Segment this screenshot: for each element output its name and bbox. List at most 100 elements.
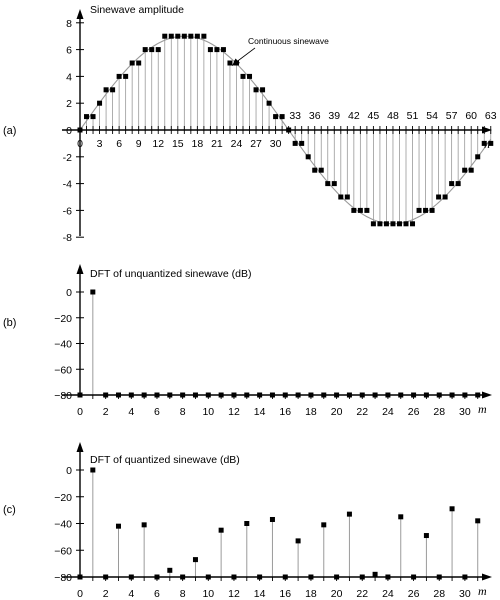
spectrum-point: [282, 574, 288, 580]
sample-point: [383, 221, 389, 227]
spectrum-point: [295, 392, 301, 398]
spectrum-point: [423, 533, 429, 539]
sample-point: [123, 73, 129, 79]
panel-label: (c): [3, 504, 16, 516]
x-tick-label: 10: [202, 406, 214, 418]
x-tick-label: 12: [228, 588, 240, 600]
spectrum-point: [385, 574, 391, 580]
sample-point: [214, 47, 220, 53]
sample-point: [247, 73, 253, 79]
y-tick-label: 8: [66, 18, 72, 30]
sample-point: [194, 33, 200, 39]
spectrum-point: [372, 571, 378, 577]
sample-point: [481, 140, 487, 146]
sample-point: [455, 181, 461, 187]
spectrum-point: [334, 392, 340, 398]
x-tick-label: 57: [446, 110, 458, 122]
spectrum-point: [154, 574, 160, 580]
x-tick-label: 28: [433, 406, 445, 418]
x-tick-label: 45: [368, 110, 380, 122]
x-tick-label: 24: [231, 138, 243, 150]
x-tick-label: 10: [202, 588, 214, 600]
sample-point: [475, 154, 481, 160]
spectrum-point: [115, 392, 121, 398]
sample-point: [344, 194, 350, 200]
spectrum-point: [295, 538, 301, 544]
spectrum-point: [128, 574, 134, 580]
x-tick-label: 51: [407, 110, 419, 122]
sample-point: [188, 33, 194, 39]
spectrum-point: [167, 392, 173, 398]
y-tick-label: -8: [63, 232, 72, 244]
sample-point: [410, 221, 416, 227]
spectrum-point: [180, 574, 186, 580]
spectrum-point: [244, 521, 250, 526]
sample-point: [423, 207, 429, 213]
spectrum-point: [269, 516, 275, 522]
spectrum-point: [346, 511, 352, 517]
x-tick-label: 15: [172, 138, 184, 150]
spectrum-point: [346, 392, 352, 398]
x-tick-label: 0: [77, 138, 83, 150]
x-tick-label: 22: [356, 406, 368, 418]
sample-point: [377, 221, 383, 227]
x-tick-label: 16: [279, 406, 291, 418]
spectrum-point: [436, 392, 442, 398]
spectrum-point: [359, 392, 365, 398]
y-tick-label: −60: [54, 364, 72, 376]
sample-point: [273, 114, 279, 120]
sample-point: [240, 73, 246, 79]
x-tick-label: 8: [180, 406, 186, 418]
y-tick-label: −80: [54, 390, 72, 402]
chart-title: DFT of quantized sinewave (dB): [90, 454, 240, 466]
sample-point: [84, 114, 90, 120]
spectrum-point: [359, 574, 365, 580]
x-tick-label: 48: [387, 110, 399, 122]
x-axis-title: m: [478, 584, 487, 598]
x-tick-label: 30: [270, 138, 282, 150]
x-tick-label: 54: [426, 110, 438, 122]
sample-point: [168, 33, 174, 39]
spectrum-point: [231, 392, 237, 398]
sample-point: [468, 167, 474, 173]
y-tick-label: 0: [66, 465, 72, 477]
spectrum-point: [244, 392, 250, 398]
spectrum-point: [308, 392, 314, 398]
spectrum-point: [103, 574, 109, 580]
panel-label: (b): [3, 317, 16, 329]
spectrum-point: [141, 392, 147, 398]
y-tick-label: −60: [54, 545, 72, 557]
sample-point: [318, 167, 324, 173]
spectrum-point: [231, 574, 237, 580]
x-tick-label: 27: [250, 138, 262, 150]
spectrum-point: [436, 574, 442, 580]
spectrum-point: [475, 518, 481, 524]
sample-point: [351, 207, 357, 213]
x-tick-label: 24: [382, 588, 394, 600]
spectrum-point: [449, 506, 455, 512]
sample-point: [129, 60, 135, 66]
sample-point: [396, 221, 402, 227]
x-axis-title: n: [484, 137, 490, 151]
x-tick-label: 21: [211, 138, 223, 150]
spectrum-point: [282, 392, 288, 398]
spectrum-point: [411, 392, 417, 398]
x-tick-label: 16: [279, 588, 291, 600]
sample-point: [299, 140, 305, 146]
spectrum-point: [475, 392, 481, 398]
sample-point: [227, 60, 233, 66]
sample-point: [136, 60, 142, 66]
x-axis-title: m: [478, 402, 487, 416]
x-tick-label: 18: [192, 138, 204, 150]
y-tick-label: 0: [66, 287, 72, 299]
annotation-leader: [234, 47, 256, 64]
sample-point: [253, 87, 259, 93]
x-tick-label: 26: [408, 406, 420, 418]
spectrum-point: [423, 392, 429, 398]
x-tick-label: 20: [331, 406, 343, 418]
sample-point: [266, 100, 272, 106]
x-tick-label: 6: [154, 406, 160, 418]
sample-point: [442, 194, 448, 200]
spectrum-point: [372, 392, 378, 398]
